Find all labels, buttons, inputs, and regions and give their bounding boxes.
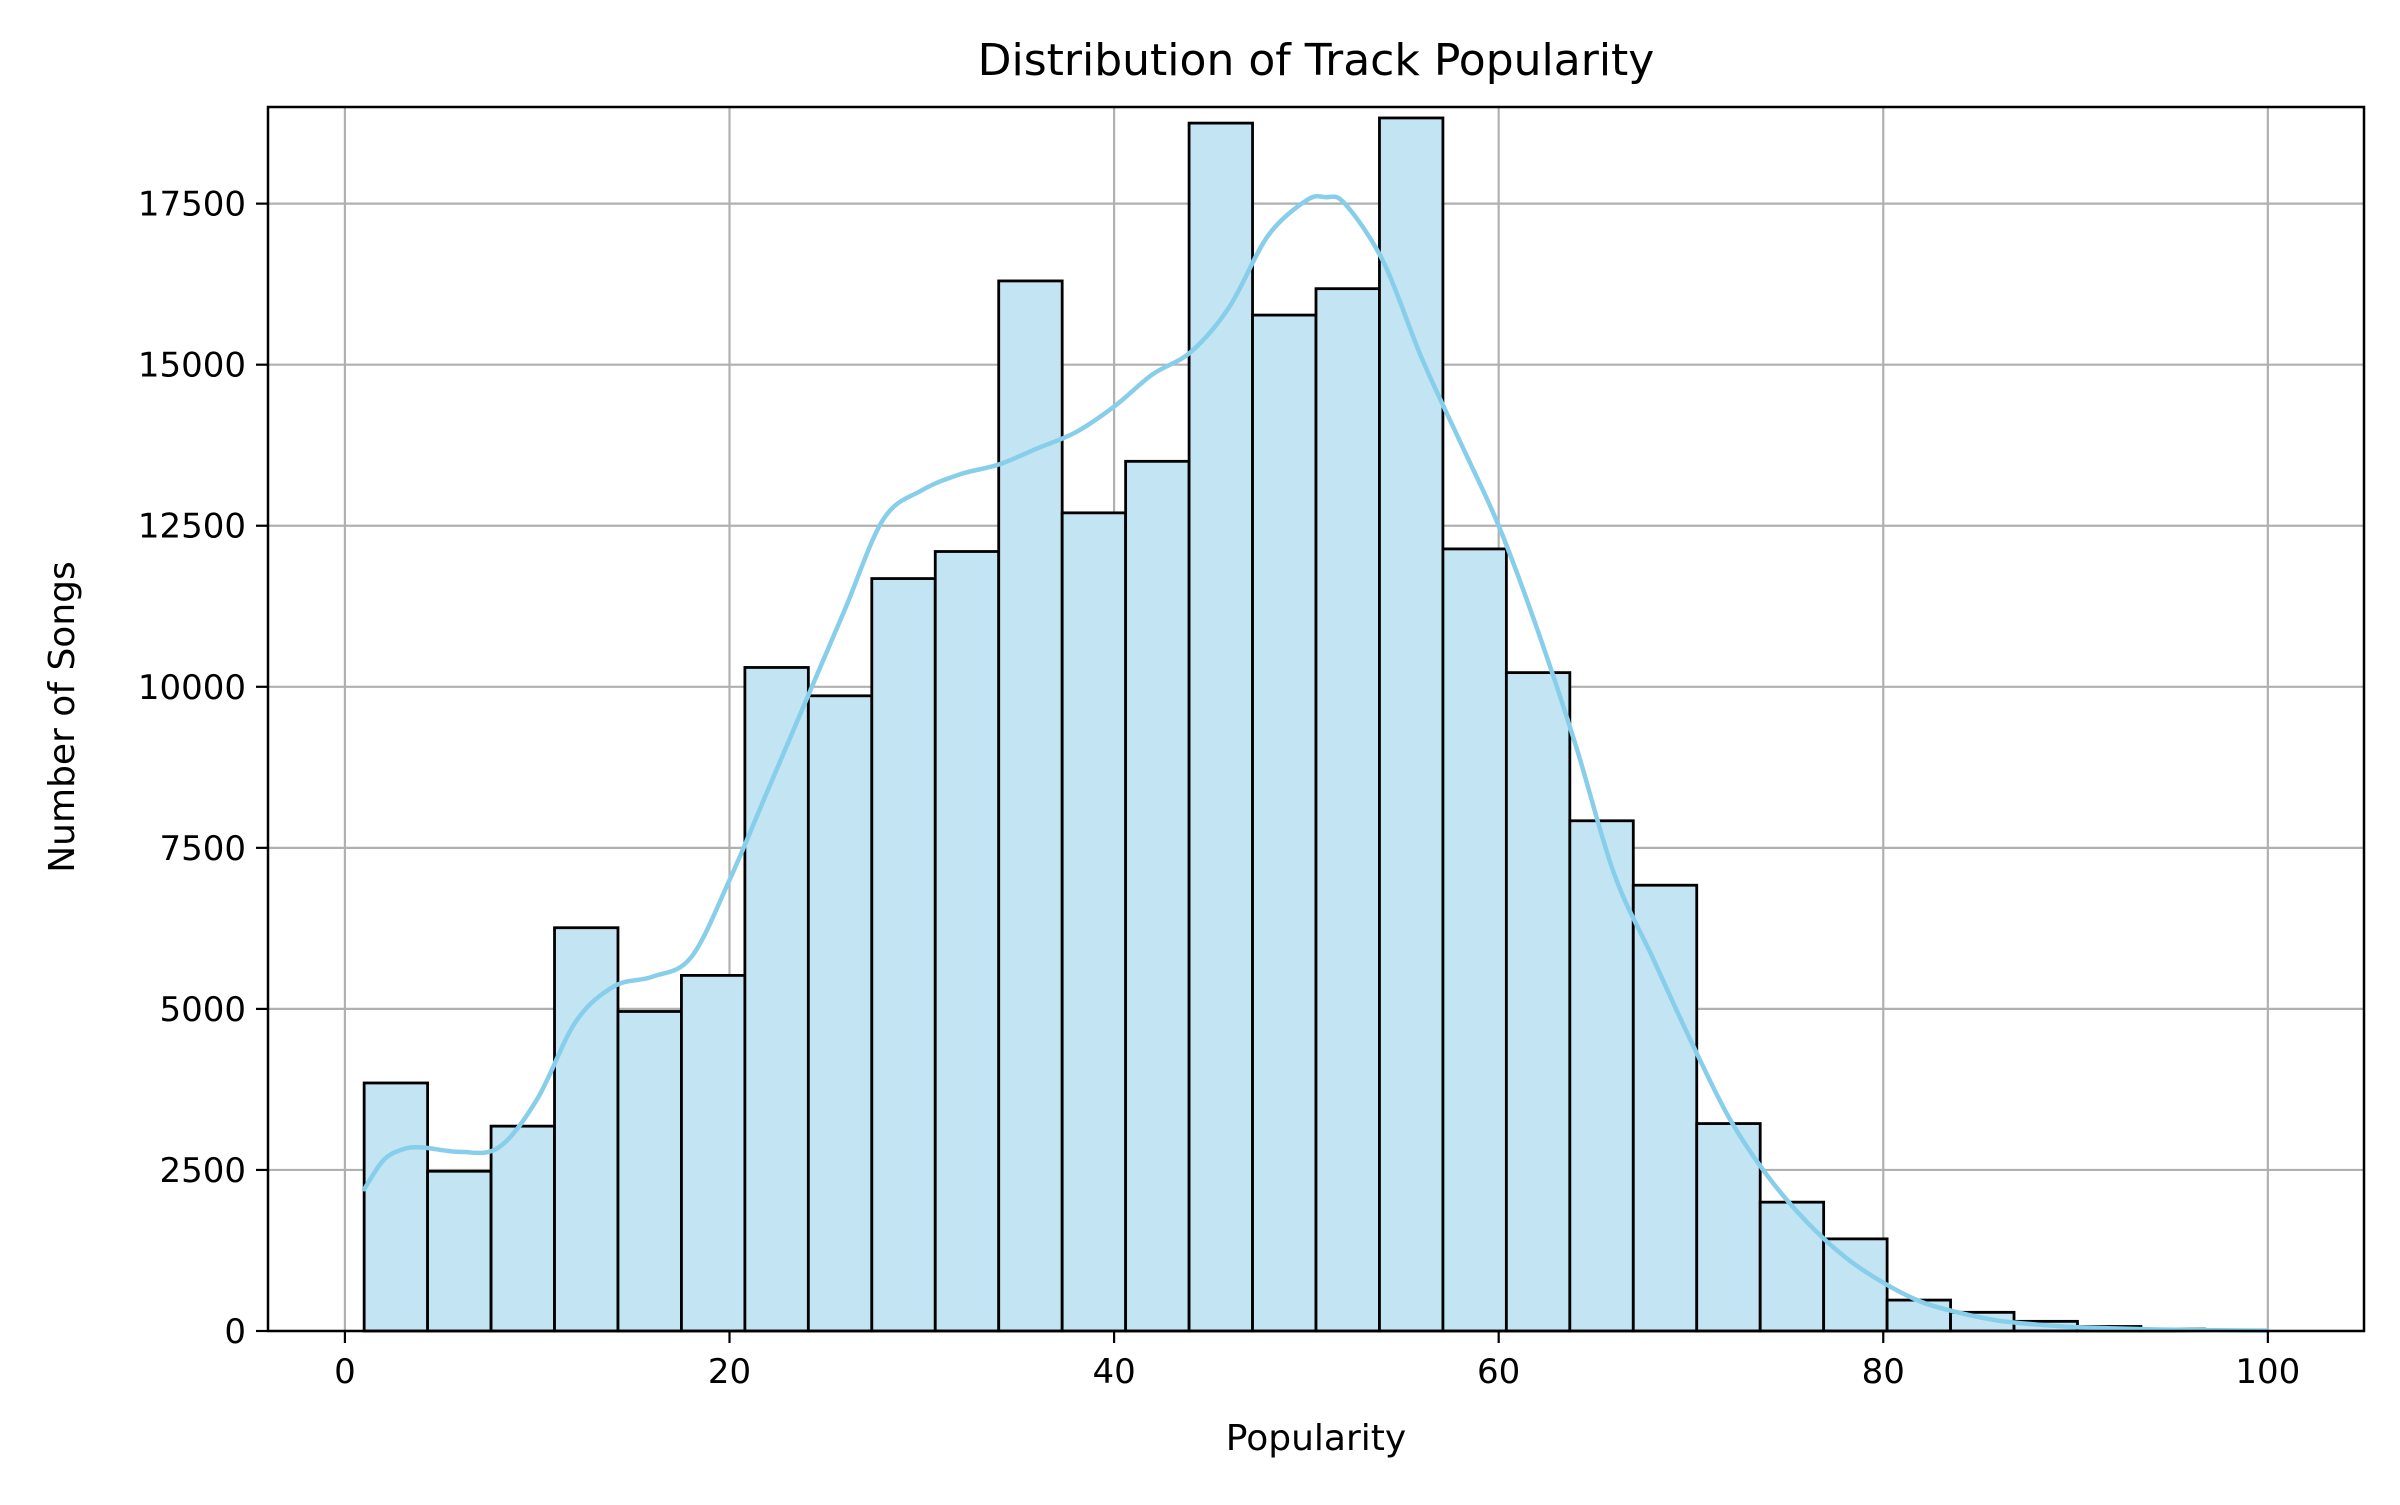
histogram-bar (489, 1124, 556, 1333)
histogram-bar (1885, 1298, 1952, 1333)
x-tick-label: 100 (2235, 1352, 2300, 1392)
histogram-bar (426, 1169, 493, 1333)
chart-title: Distribution of Track Popularity (978, 35, 1655, 86)
y-tick-label: 10000 (138, 668, 246, 708)
histogram-bar (1822, 1237, 1889, 1333)
histogram-bar (1060, 511, 1128, 1333)
x-axis-ticks: 0 20 40 60 80 100 (334, 1331, 2300, 1392)
histogram-bar (1441, 547, 1508, 1333)
histogram-bar (1187, 121, 1254, 1333)
histogram-bar (1124, 459, 1191, 1333)
histogram-bar (933, 550, 1001, 1333)
kde-curve-layer (361, 193, 2271, 1333)
x-tick-label: 60 (1477, 1352, 1520, 1392)
plot-frame (266, 105, 2366, 1333)
y-tick-label: 17500 (138, 185, 246, 225)
x-axis-label: Popularity (1226, 1418, 1406, 1459)
histogram-bar (1758, 1200, 1826, 1333)
x-tick-label: 80 (1862, 1352, 1905, 1392)
histogram-bar (1378, 116, 1445, 1333)
histogram-bar (1504, 671, 1572, 1333)
y-tick-label: 0 (224, 1312, 246, 1352)
kde-curve (361, 193, 2271, 1333)
histogram-bar (1251, 313, 1318, 1333)
histogram-bar (616, 1010, 683, 1333)
y-tick-label: 7500 (159, 829, 246, 869)
y-tick-label: 15000 (138, 346, 246, 386)
y-tick-label: 12500 (138, 507, 246, 547)
y-axis-label: Number of Songs (42, 561, 83, 873)
histogram-bars (362, 116, 2270, 1333)
y-axis-ticks: 0 2500 5000 7500 10000 12500 15000 17500 (138, 185, 268, 1352)
histogram-bar (362, 1081, 430, 1333)
histogram-bar (1314, 287, 1381, 1333)
y-tick-label: 2500 (159, 1151, 246, 1191)
histogram-bar (997, 279, 1064, 1333)
histogram-bar (680, 973, 747, 1333)
histogram-bar (806, 694, 874, 1333)
x-tick-label: 40 (1092, 1352, 1135, 1392)
histogram-bar (870, 577, 937, 1333)
x-tick-label: 0 (334, 1352, 356, 1392)
histogram-bar (1631, 883, 1699, 1333)
x-tick-label: 20 (708, 1352, 751, 1392)
y-tick-label: 5000 (159, 990, 246, 1030)
